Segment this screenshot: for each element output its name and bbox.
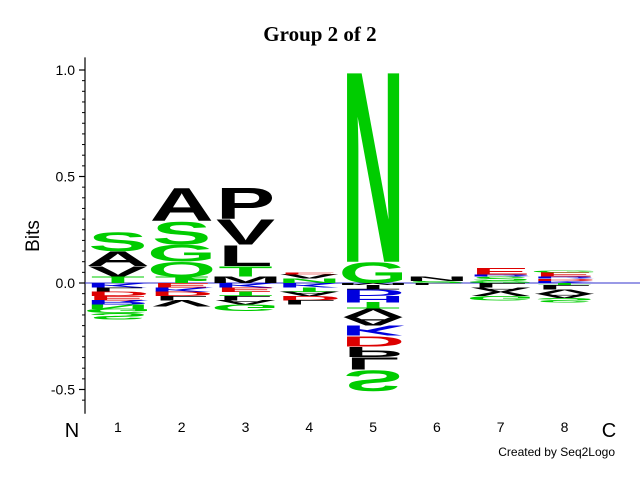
logo-letter: T bbox=[346, 284, 400, 291]
logo-letter: L bbox=[537, 284, 591, 291]
logo-letter: T bbox=[282, 286, 336, 293]
logo-letter: A bbox=[150, 179, 214, 232]
logo-letter: H bbox=[341, 294, 405, 304]
y-tick-label: 0.5 bbox=[56, 169, 76, 185]
logo-letter: L bbox=[474, 282, 528, 289]
logo-letter: V bbox=[344, 306, 403, 319]
logo-letter: S bbox=[88, 311, 147, 321]
logo-letter: D bbox=[86, 290, 150, 297]
logo-letter: T bbox=[346, 300, 400, 310]
logo-letter: L bbox=[218, 239, 272, 272]
logo-letter: D bbox=[341, 333, 405, 349]
logo-letter: G bbox=[211, 302, 280, 312]
logo-letter: L bbox=[218, 294, 272, 301]
logo-letter: E bbox=[471, 267, 530, 277]
logo-letter: E bbox=[152, 282, 211, 289]
logo-letter: K bbox=[86, 282, 150, 289]
logo-letter: G bbox=[83, 307, 152, 314]
logo-letter: G bbox=[147, 240, 216, 267]
logo-letter: V bbox=[152, 298, 211, 308]
logo-letter: S bbox=[88, 227, 147, 257]
logo-letter: V bbox=[535, 288, 594, 295]
logo-letter: G bbox=[530, 270, 599, 273]
logo-letter: Q bbox=[147, 258, 216, 281]
logo-letter: A bbox=[341, 314, 405, 327]
logo-letter: T bbox=[537, 282, 591, 285]
n-terminal-label: N bbox=[65, 420, 79, 442]
logo-letter: G bbox=[339, 256, 408, 289]
logo-letter: D bbox=[533, 278, 597, 281]
position-label: 3 bbox=[242, 419, 250, 435]
logo-letter: E bbox=[535, 271, 594, 278]
logo-letter: N bbox=[405, 276, 469, 283]
plot-area: -0.50.00.51.01 2 3 4 5 6 7 8TVASKLDERNGSTQGSAEK… bbox=[51, 15, 640, 435]
logo-letter: E bbox=[216, 286, 275, 293]
logo-letter: A bbox=[533, 292, 597, 299]
y-tick-label: -0.5 bbox=[51, 382, 75, 398]
logo-letter: N bbox=[86, 303, 150, 310]
position-label: 1 bbox=[114, 419, 122, 435]
logo-letter: G bbox=[466, 280, 535, 283]
position-label: 2 bbox=[178, 419, 186, 435]
logo-letter: V bbox=[216, 213, 275, 253]
position-label: 7 bbox=[497, 419, 505, 435]
logo-letter: S bbox=[471, 276, 530, 283]
logo-letter: G bbox=[466, 294, 535, 301]
logo-letter: R bbox=[469, 274, 533, 277]
logo-letter: D bbox=[341, 287, 405, 297]
position-label: 5 bbox=[369, 419, 377, 435]
logo-letter: A bbox=[469, 286, 533, 293]
logo-letter: K bbox=[533, 280, 597, 283]
logo-letter: M bbox=[209, 275, 283, 285]
y-tick-label: 0.0 bbox=[56, 275, 76, 291]
logo-letter: E bbox=[280, 272, 339, 275]
position-label: 4 bbox=[305, 419, 313, 435]
logo-letter: S bbox=[152, 216, 211, 252]
logo-letter: L bbox=[155, 294, 209, 301]
logo-letter: V bbox=[280, 273, 339, 280]
logo-letter: T bbox=[218, 263, 272, 279]
y-axis-label: Bits bbox=[23, 220, 44, 252]
logo-letter: D bbox=[277, 294, 341, 301]
logo-letter: P bbox=[216, 179, 275, 229]
logo-letter: L bbox=[410, 282, 464, 285]
logo-letter: R bbox=[533, 276, 597, 279]
logo-letter: A bbox=[214, 299, 278, 306]
logo-letter: V bbox=[471, 290, 530, 297]
credit-text: Created by Seq2Logo bbox=[498, 445, 615, 459]
logo-letter: T bbox=[155, 275, 209, 285]
logo-letter: S bbox=[407, 280, 466, 283]
y-tick-label: 1.0 bbox=[56, 62, 76, 78]
logo-letter: K bbox=[150, 286, 214, 293]
logo-letter: R bbox=[86, 299, 150, 306]
logo-letter: K bbox=[341, 322, 405, 338]
chart-title: Group 2 of 2 bbox=[263, 22, 376, 46]
logo-letter: D bbox=[150, 290, 214, 297]
position-label: 8 bbox=[561, 419, 569, 435]
logo-letter: N bbox=[341, 15, 405, 320]
logo-letter: V bbox=[88, 263, 147, 279]
logo-letter: S bbox=[344, 364, 403, 397]
logo-letter: L bbox=[91, 286, 145, 293]
c-terminal-label: C bbox=[602, 420, 616, 442]
logo-letter: K bbox=[214, 282, 278, 289]
logo-letter: L bbox=[346, 354, 400, 374]
logo-letter: A bbox=[277, 290, 341, 297]
logo-letter: L bbox=[282, 299, 336, 306]
logo-letter: S bbox=[535, 297, 594, 304]
logo-letter: K bbox=[277, 282, 341, 289]
logo-letter: A bbox=[86, 247, 150, 270]
logo-letter: T bbox=[91, 275, 145, 285]
logo-letter: P bbox=[344, 344, 403, 360]
logo-letter: M bbox=[336, 282, 410, 285]
logo-letter: T bbox=[218, 290, 272, 297]
position-label: 6 bbox=[433, 419, 441, 435]
logo-letter: E bbox=[88, 294, 147, 301]
logo-letter: N bbox=[277, 278, 341, 285]
